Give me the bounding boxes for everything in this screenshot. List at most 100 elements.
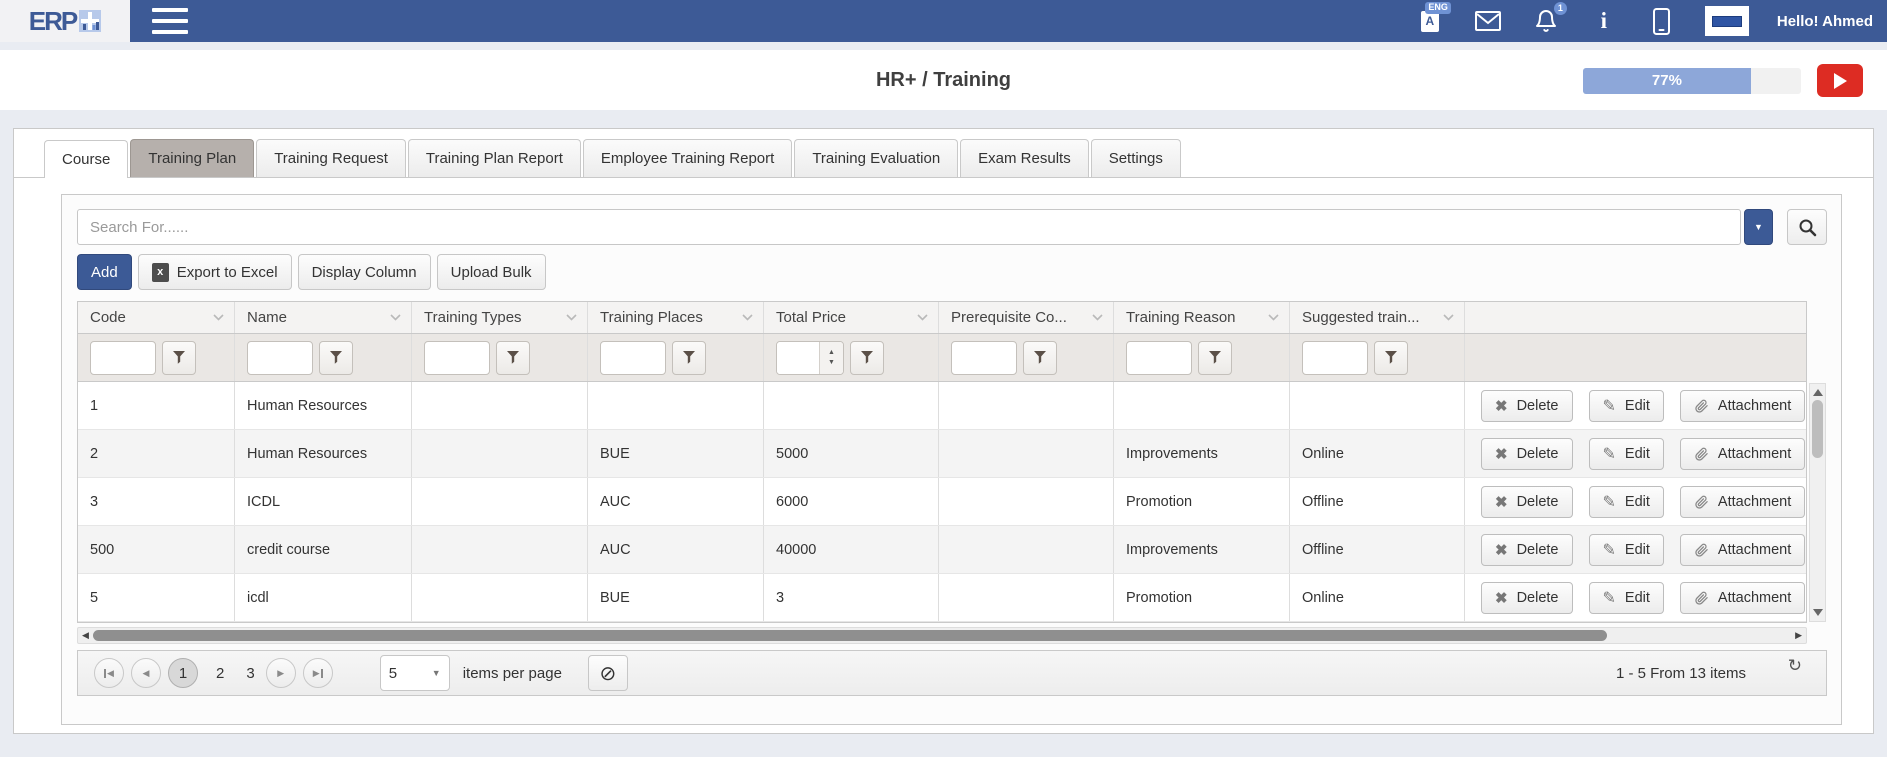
edit-button[interactable]: ✎ Edit [1588, 485, 1664, 518]
flag-image[interactable] [1704, 6, 1749, 36]
numeric-spinner[interactable]: ▲ ▼ [819, 341, 843, 374]
refresh-icon[interactable]: ↻ [1787, 656, 1802, 675]
cell-training-types [412, 526, 588, 573]
attachment-button[interactable]: Attachment [1679, 533, 1806, 566]
display-column-button[interactable]: Display Column [297, 254, 431, 290]
column-header-code[interactable]: Code [78, 302, 235, 333]
column-header-training-types[interactable]: Training Types [412, 302, 588, 333]
filter-button-training-reason[interactable] [1198, 340, 1232, 375]
filter-input-total-price[interactable]: ▲ ▼ [776, 340, 844, 375]
attachment-button[interactable]: Attachment [1679, 389, 1806, 422]
upload-bulk-button[interactable]: Upload Bulk [436, 254, 546, 290]
hamburger-menu-button[interactable] [152, 8, 188, 34]
tab-employee-training-report[interactable]: Employee Training Report [582, 139, 793, 177]
filter-input-code[interactable] [90, 340, 156, 375]
filter-button-suggested-train[interactable] [1374, 340, 1408, 375]
add-button[interactable]: Add [77, 254, 132, 290]
erp-logo-mark [79, 10, 102, 32]
cell-training-reason: Improvements [1114, 430, 1290, 477]
column-header-name[interactable]: Name [235, 302, 412, 333]
spinner-down-icon[interactable]: ▼ [828, 359, 835, 366]
export-to-excel-button[interactable]: x Export to Excel [137, 254, 292, 290]
tab-course[interactable]: Course [44, 140, 129, 178]
next-page-button[interactable]: ▶ [265, 658, 296, 688]
vertical-scroll-thumb[interactable] [1812, 400, 1823, 458]
search-dropdown-button[interactable]: ▼ [1744, 209, 1773, 245]
mail-icon[interactable] [1473, 6, 1503, 36]
page-size-select[interactable]: 5 ▼ [379, 655, 450, 691]
cancel-filter-button[interactable]: ⊘ [587, 655, 628, 691]
filter-icon [330, 351, 342, 364]
filter-button-name[interactable] [319, 340, 353, 375]
horizontal-scrollbar[interactable]: ◀ ▶ [77, 627, 1807, 644]
mobile-icon[interactable] [1647, 6, 1677, 36]
attachment-button[interactable]: Attachment [1679, 581, 1806, 614]
column-header-suggested-train[interactable]: Suggested train... [1290, 302, 1465, 333]
delete-button[interactable]: ✖ Delete [1481, 533, 1573, 566]
play-button[interactable] [1817, 64, 1863, 97]
delete-button[interactable]: ✖ Delete [1481, 437, 1573, 470]
delete-button[interactable]: ✖ Delete [1481, 389, 1573, 422]
cell-training-places [588, 382, 764, 429]
tab-settings[interactable]: Settings [1090, 139, 1181, 177]
vertical-scrollbar[interactable] [1809, 383, 1826, 622]
filter-input-training-reason[interactable] [1126, 340, 1192, 375]
grid-filter-row: ▲ ▼ [78, 334, 1806, 382]
previous-page-button[interactable]: ◀ [131, 658, 161, 688]
column-header-total-price[interactable]: Total Price [764, 302, 939, 333]
edit-button[interactable]: ✎ Edit [1588, 437, 1664, 470]
filter-input-total-price-field[interactable] [777, 341, 819, 374]
filter-icon [1209, 351, 1221, 364]
scroll-right-icon[interactable]: ▶ [1795, 630, 1802, 640]
attachment-button[interactable]: Attachment [1679, 485, 1806, 518]
attachment-button[interactable]: Attachment [1679, 437, 1806, 470]
language-icon[interactable]: ENG A [1415, 2, 1451, 36]
cell-training-reason: Improvements [1114, 526, 1290, 573]
filter-input-name[interactable] [247, 340, 313, 375]
cell-code: 500 [78, 526, 235, 573]
filter-button-code[interactable] [162, 340, 196, 375]
tab-training-plan-report[interactable]: Training Plan Report [407, 139, 581, 177]
user-greeting[interactable]: Hello! Ahmed [1776, 12, 1873, 30]
first-page-button[interactable]: ◀ [94, 658, 124, 688]
tab-training-evaluation[interactable]: Training Evaluation [794, 139, 959, 177]
scroll-down-icon[interactable] [1812, 609, 1823, 616]
cell-training-places: AUC [588, 526, 764, 573]
column-header-training-places[interactable]: Training Places [588, 302, 764, 333]
filter-button-training-places[interactable] [672, 340, 706, 375]
tab-exam-results[interactable]: Exam Results [960, 139, 1089, 177]
filter-button-prerequisite-co[interactable] [1023, 340, 1057, 375]
erp-logo[interactable]: ERP [0, 0, 130, 42]
cell-name: ICDL [235, 478, 412, 525]
filter-button-total-price[interactable] [850, 340, 884, 375]
spinner-up-icon[interactable]: ▲ [828, 349, 835, 356]
filter-input-training-types[interactable] [424, 340, 490, 375]
page-button-2[interactable]: 2 [216, 664, 225, 682]
page-button-3[interactable]: 3 [246, 664, 255, 682]
column-header-prerequisite-co[interactable]: Prerequisite Co... [939, 302, 1114, 333]
edit-button[interactable]: ✎ Edit [1588, 581, 1664, 614]
edit-button[interactable]: ✎ Edit [1588, 389, 1664, 422]
horizontal-scroll-thumb[interactable] [92, 630, 1607, 641]
cell-suggested-train: Online [1290, 574, 1465, 621]
tab-training-request[interactable]: Training Request [256, 139, 406, 177]
filter-icon [173, 351, 185, 364]
column-header-training-reason[interactable]: Training Reason [1114, 302, 1290, 333]
cell-code: 1 [78, 382, 235, 429]
delete-button[interactable]: ✖ Delete [1481, 485, 1573, 518]
search-button[interactable] [1787, 209, 1827, 245]
search-input[interactable] [77, 209, 1741, 245]
filter-input-training-places[interactable] [600, 340, 666, 375]
scroll-up-icon[interactable] [1812, 389, 1823, 396]
filter-input-suggested-train[interactable] [1302, 340, 1368, 375]
notifications-icon[interactable]: 1 [1531, 2, 1567, 36]
filter-input-prerequisite-co[interactable] [951, 340, 1017, 375]
filter-button-training-types[interactable] [496, 340, 530, 375]
scroll-left-icon[interactable]: ◀ [82, 630, 89, 640]
page-button-1[interactable]: 1 [168, 658, 198, 688]
info-icon[interactable]: i [1600, 8, 1608, 33]
delete-button[interactable]: ✖ Delete [1481, 581, 1573, 614]
tab-training-plan[interactable]: Training Plan [130, 139, 255, 177]
last-page-button[interactable]: ▶ [302, 658, 333, 688]
edit-button[interactable]: ✎ Edit [1588, 533, 1664, 566]
